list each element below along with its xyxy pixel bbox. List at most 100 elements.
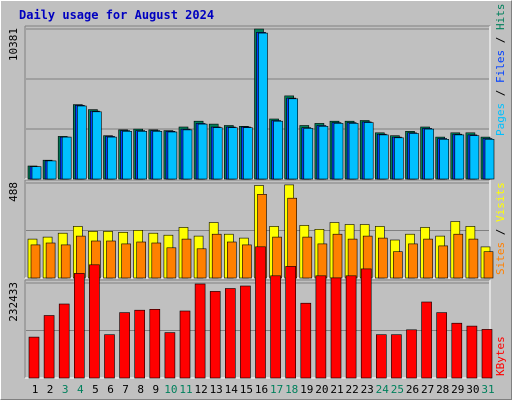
bar-kbytes-day-9 bbox=[149, 308, 161, 379]
bar-pages-day-18 bbox=[288, 98, 299, 180]
bar-kbytes-day-13 bbox=[209, 291, 221, 379]
bar-kbytes-day-6 bbox=[104, 334, 115, 379]
legend-separator: / bbox=[494, 83, 507, 103]
bar-kbytes-day-25 bbox=[391, 334, 402, 379]
legend-hits-files-pages: Pages / Files / Hits bbox=[494, 4, 507, 137]
bar-kbytes-day-30 bbox=[466, 325, 478, 379]
bar-pages-day-15 bbox=[243, 127, 253, 180]
bar-sites-day-30 bbox=[468, 238, 479, 279]
legend-pages: Pages bbox=[494, 103, 507, 136]
bar-pages-day-25 bbox=[394, 137, 404, 180]
x-tick-label: 27 bbox=[421, 383, 434, 396]
bar-kbytes-day-4 bbox=[74, 273, 85, 379]
bar-pages-day-19 bbox=[303, 128, 314, 180]
x-tick-label: 7 bbox=[122, 383, 129, 396]
legend-kbytes: KBytes bbox=[494, 336, 507, 376]
bar-kbytes-day-7 bbox=[119, 312, 130, 379]
bar-kbytes-day-27 bbox=[421, 301, 432, 379]
x-tick-label: 16 bbox=[255, 383, 268, 396]
bar-sites-day-13 bbox=[211, 233, 222, 279]
x-tick-label: 18 bbox=[285, 383, 298, 396]
bar-kbytes-day-15 bbox=[240, 285, 251, 379]
x-tick-label: 8 bbox=[137, 383, 144, 396]
x-tick-label: 3 bbox=[62, 383, 69, 396]
bar-pages-day-10 bbox=[167, 131, 178, 180]
bar-kbytes-day-3 bbox=[58, 303, 70, 379]
y-max-label-visits_sites: 488 bbox=[7, 182, 20, 202]
bar-sites-day-10 bbox=[166, 247, 177, 279]
bar-kbytes-day-11 bbox=[179, 310, 191, 379]
bar-kbytes-day-29 bbox=[451, 322, 463, 379]
x-tick-label: 17 bbox=[270, 383, 283, 396]
x-tick-label: 12 bbox=[194, 383, 207, 396]
x-tick-label: 21 bbox=[330, 383, 343, 396]
bar-pages-day-17 bbox=[273, 120, 283, 180]
bar-sites-day-12 bbox=[196, 248, 207, 279]
x-tick-label: 9 bbox=[152, 383, 159, 396]
bar-pages-day-22 bbox=[348, 123, 359, 180]
x-tick-label: 2 bbox=[47, 383, 54, 396]
bar-pages-day-14 bbox=[228, 127, 238, 180]
x-tick-label: 15 bbox=[240, 383, 253, 396]
bar-pages-day-5 bbox=[92, 111, 102, 180]
chart-title: Daily usage for August 2024 bbox=[19, 8, 215, 22]
bar-kbytes-day-10 bbox=[164, 332, 176, 379]
x-tick-label: 13 bbox=[210, 383, 223, 396]
bar-pages-day-6 bbox=[107, 136, 117, 180]
x-tick-label: 14 bbox=[225, 383, 239, 396]
bar-pages-day-2 bbox=[46, 160, 57, 180]
legend-separator: / bbox=[494, 30, 507, 50]
x-tick-label: 11 bbox=[179, 383, 192, 396]
bar-pages-day-21 bbox=[333, 123, 344, 180]
bar-sites-day-7 bbox=[121, 243, 131, 279]
bar-sites-day-27 bbox=[423, 238, 433, 279]
legend-sites: Sites bbox=[494, 242, 507, 275]
x-tick-label: 10 bbox=[164, 383, 177, 396]
bar-kbytes-day-22 bbox=[345, 275, 357, 379]
bar-pages-day-27 bbox=[424, 128, 434, 180]
bar-pages-day-7 bbox=[122, 131, 132, 180]
bar-sites-day-28 bbox=[438, 245, 449, 279]
bar-sites-day-17 bbox=[272, 236, 282, 279]
bar-sites-day-31 bbox=[483, 251, 494, 279]
legend-kbytes: KBytes bbox=[494, 336, 507, 376]
legend-separator: / bbox=[494, 222, 507, 242]
bar-pages-day-12 bbox=[197, 123, 208, 180]
bar-pages-day-31 bbox=[484, 139, 495, 180]
bar-sites-day-14 bbox=[227, 241, 237, 279]
x-tick-label: 23 bbox=[361, 383, 374, 396]
x-tick-label: 19 bbox=[300, 383, 313, 396]
bar-kbytes-day-5 bbox=[89, 264, 100, 379]
bar-sites-day-20 bbox=[317, 243, 328, 279]
bar-pages-day-23 bbox=[363, 122, 374, 180]
bar-pages-day-3 bbox=[61, 136, 72, 180]
y-max-label-kbytes: 232433 bbox=[7, 282, 20, 322]
bar-sites-day-29 bbox=[453, 233, 464, 279]
x-tick-label: 24 bbox=[376, 383, 390, 396]
bar-sites-day-9 bbox=[151, 242, 162, 279]
bar-sites-day-15 bbox=[242, 244, 252, 279]
x-tick-label: 1 bbox=[32, 383, 39, 396]
bar-sites-day-19 bbox=[302, 236, 313, 279]
bar-sites-day-24 bbox=[377, 237, 388, 279]
x-tick-label: 28 bbox=[436, 383, 449, 396]
legend-files: Files bbox=[494, 50, 507, 83]
x-tick-label: 4 bbox=[77, 383, 84, 396]
bar-kbytes-day-16 bbox=[255, 246, 266, 379]
bar-pages-day-24 bbox=[378, 134, 389, 180]
bar-sites-day-1 bbox=[30, 244, 41, 279]
x-tick-label: 6 bbox=[107, 383, 114, 396]
x-tick-label: 30 bbox=[466, 383, 479, 396]
bar-pages-day-4 bbox=[77, 105, 87, 180]
bar-kbytes-day-23 bbox=[360, 268, 372, 379]
legend-hits: Hits bbox=[494, 4, 507, 31]
bar-kbytes-day-24 bbox=[375, 334, 387, 379]
bar-pages-day-30 bbox=[469, 135, 480, 180]
x-tick-label: 20 bbox=[315, 383, 328, 396]
bar-sites-day-22 bbox=[347, 238, 358, 279]
bar-sites-day-26 bbox=[408, 243, 418, 279]
x-tick-label: 26 bbox=[406, 383, 419, 396]
bar-pages-day-28 bbox=[439, 139, 450, 180]
x-tick-label: 29 bbox=[451, 383, 464, 396]
